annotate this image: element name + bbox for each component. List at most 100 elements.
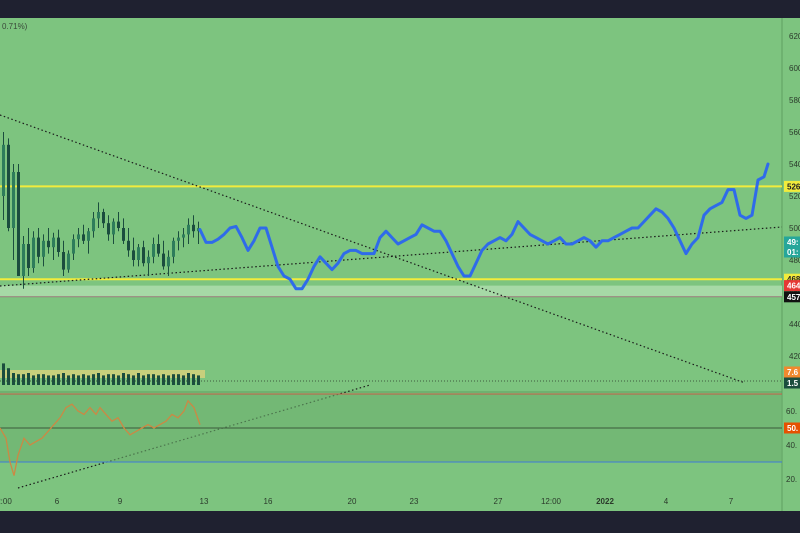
time-tick-label: 7 <box>729 497 734 506</box>
time-tick-label: 23 <box>410 497 419 506</box>
volume-bar <box>112 374 115 385</box>
time-tick-label: 6 <box>55 497 60 506</box>
candle <box>122 218 125 244</box>
rsi-tick-label: 40. <box>786 441 797 450</box>
support-band <box>0 285 782 297</box>
candle <box>182 228 185 248</box>
candle <box>117 212 120 232</box>
candle <box>127 228 130 257</box>
price-tick-label: 440 <box>789 320 800 329</box>
volume-bar <box>92 374 95 385</box>
volume-bar <box>67 375 70 385</box>
candle <box>12 164 15 260</box>
candle <box>2 132 5 220</box>
forecast-group <box>198 162 770 291</box>
candle <box>132 237 135 267</box>
time-tick-label: 20 <box>348 497 357 506</box>
volume-bar <box>167 375 170 385</box>
rsi-line <box>0 399 201 476</box>
svg-text:464: 464 <box>787 282 800 291</box>
time-tick-label: 4 <box>664 497 669 506</box>
volume-bar <box>72 374 75 385</box>
rsi-tick-label: 20. <box>786 475 797 484</box>
candle <box>37 228 40 264</box>
volume-ma-band <box>0 370 205 378</box>
time-tick-label: 2:00 <box>0 497 12 506</box>
volume-bar <box>47 375 50 385</box>
price-badge: 50. <box>784 422 800 434</box>
volume-bar <box>182 375 185 385</box>
candle <box>137 244 140 267</box>
time-tick-label: 13 <box>200 497 209 506</box>
volume-bar <box>7 368 10 385</box>
volume-bar <box>27 373 30 385</box>
time-axis-bg <box>0 492 782 511</box>
ascending-trendline <box>0 226 783 287</box>
candle <box>172 237 175 264</box>
header-change-text: 0.71%) <box>2 22 28 31</box>
svg-text:49:: 49: <box>787 238 799 247</box>
candle <box>87 228 90 254</box>
volume-bar <box>177 374 180 385</box>
candle <box>67 250 70 273</box>
horizontal-levels-group <box>0 185 782 281</box>
time-tick-label: 2022 <box>596 497 614 506</box>
candle <box>147 250 150 276</box>
price-badge: 01: <box>784 246 800 258</box>
rsi-tick-label: 60. <box>786 407 797 416</box>
candle <box>47 228 50 254</box>
volume-bar <box>22 374 25 385</box>
time-tick-label: 27 <box>494 497 503 506</box>
volume-bar <box>187 373 190 385</box>
candle <box>42 234 45 267</box>
price-badge: 1.5 <box>784 377 800 389</box>
trendlines-group <box>0 114 783 489</box>
volume-bar <box>77 375 80 385</box>
svg-text:468: 468 <box>787 275 800 284</box>
time-tick-label: 16 <box>264 497 273 506</box>
time-tick-label: 12:00 <box>541 497 562 506</box>
volume-bar <box>97 373 100 385</box>
volume-bar <box>37 374 40 385</box>
volume-bar <box>197 375 200 385</box>
candle <box>107 215 110 241</box>
candle <box>192 215 195 238</box>
volume-bar <box>82 374 85 385</box>
volume-bar <box>142 375 145 385</box>
candle <box>167 250 170 276</box>
candle <box>22 236 25 289</box>
candle <box>27 228 30 276</box>
price-badge: 7.6 <box>784 366 800 378</box>
candle <box>82 224 85 244</box>
price-tick-label: 560 <box>789 128 800 137</box>
price-tick-label: 520 <box>789 192 800 201</box>
time-axis-ticks: 2:00 6 9 13 16 20 23 27 12:00 2022 4 7 <box>0 497 734 506</box>
volume-bar <box>107 374 110 385</box>
candle <box>102 208 105 228</box>
price-tick-label: 480 <box>789 256 800 265</box>
volume-bar <box>102 375 105 385</box>
time-tick-label: 9 <box>118 497 123 506</box>
candle <box>157 234 160 257</box>
top-frame <box>0 0 800 18</box>
support-band-group <box>0 285 782 298</box>
volume-bar <box>132 375 135 385</box>
candle <box>142 240 145 267</box>
svg-text:526: 526 <box>787 182 800 191</box>
price-badge: 457 <box>784 291 800 303</box>
volume-bar <box>62 373 65 385</box>
svg-text:1.5: 1.5 <box>787 379 799 388</box>
candle <box>97 202 100 228</box>
candle <box>77 228 80 248</box>
volume-bar <box>12 373 15 385</box>
volume-bar <box>157 375 160 385</box>
volume-bar <box>147 374 150 385</box>
volume-bar <box>122 373 125 385</box>
svg-text:01:: 01: <box>787 248 799 257</box>
candle <box>92 212 95 238</box>
candle <box>187 218 190 244</box>
candle <box>112 218 115 244</box>
forecast-line <box>198 162 770 291</box>
price-pane-bg <box>0 18 782 392</box>
